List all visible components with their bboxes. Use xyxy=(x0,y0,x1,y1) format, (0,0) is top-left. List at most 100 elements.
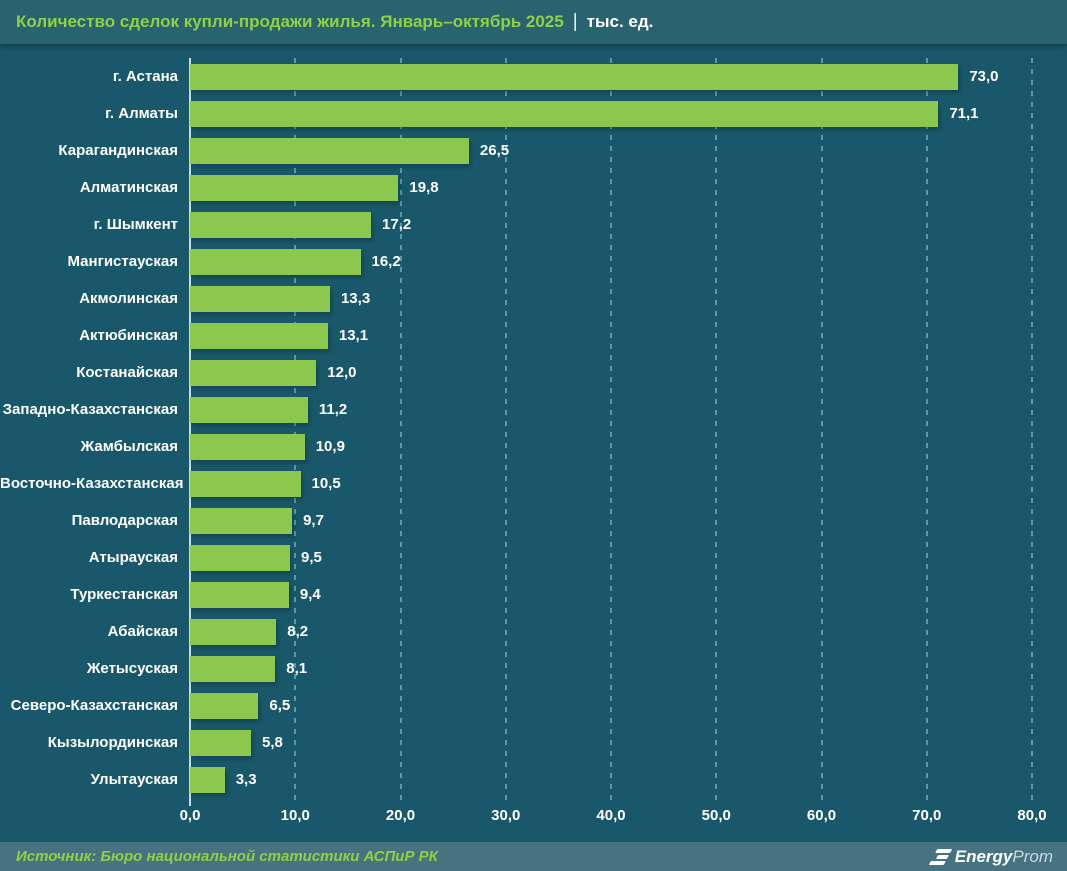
bar-track: 11,2 xyxy=(190,396,1032,423)
bar-row: Западно-Казахстанская 11,2 xyxy=(0,391,1067,428)
title-separator: | xyxy=(572,11,578,32)
x-tick-label: 0,0 xyxy=(179,807,201,824)
bar xyxy=(190,655,276,682)
footer: Источник: Бюро национальной статистики А… xyxy=(0,842,1067,871)
bar-track: 10,9 xyxy=(190,433,1032,460)
value-label: 9,7 xyxy=(303,512,324,529)
category-label: Атырауская xyxy=(88,549,178,566)
category-label: Улытауская xyxy=(90,771,178,788)
category-label: Актюбинская xyxy=(79,327,178,344)
bar-track: 26,5 xyxy=(190,137,1032,164)
bar-track: 71,1 xyxy=(190,100,1032,127)
bar-row: Павлодарская 9,7 xyxy=(0,502,1067,539)
bar xyxy=(190,211,372,238)
y-axis-line xyxy=(189,58,191,806)
bar-row: Костанайская 12,0 xyxy=(0,354,1067,391)
x-tick-label: 10,0 xyxy=(280,807,310,824)
category-label: Туркестанская xyxy=(70,586,178,603)
bar xyxy=(190,100,939,127)
bar-row: Карагандинская 26,5 xyxy=(0,132,1067,169)
gridline xyxy=(504,58,507,806)
energyprom-logo: Energy Prom xyxy=(928,846,1053,867)
bar-row: Алматинская 19,8 xyxy=(0,169,1067,206)
bar xyxy=(190,618,277,645)
bar xyxy=(190,507,293,534)
x-tick-label: 30,0 xyxy=(491,807,521,824)
value-label: 17,2 xyxy=(382,216,412,233)
bar-rows: г. Астана 73,0 г. Алматы 71,1 Карагандин… xyxy=(0,58,1067,798)
bar-row: Жамбылская 10,9 xyxy=(0,428,1067,465)
bar-row: Кызылординская 5,8 xyxy=(0,724,1067,761)
bar xyxy=(190,544,290,571)
chart-title: Количество сделок купли-продажи жилья. Я… xyxy=(16,12,564,31)
chart-header: Количество сделок купли-продажи жилья. Я… xyxy=(0,0,1067,44)
value-label: 71,1 xyxy=(949,105,979,122)
bar-row: Северо-Казахстанская 6,5 xyxy=(0,687,1067,724)
gridline xyxy=(1031,58,1033,806)
gridline xyxy=(925,58,928,806)
bar-track: 8,2 xyxy=(190,618,1032,645)
bar-track: 10,5 xyxy=(190,470,1032,497)
source-text: Источник: Бюро национальной статистики А… xyxy=(16,848,438,865)
value-label: 19,8 xyxy=(409,179,439,196)
x-tick-label: 60,0 xyxy=(806,807,837,824)
bar-track: 8,1 xyxy=(190,655,1032,682)
bar xyxy=(190,396,308,423)
bar xyxy=(190,729,252,756)
brand-name-light: Prom xyxy=(1012,846,1053,866)
bar-track: 6,5 xyxy=(190,692,1032,719)
category-label: Западно-Казахстанская xyxy=(2,401,178,418)
bar-row: Абайская 8,2 xyxy=(0,613,1067,650)
category-label: Восточно-Казахстанская xyxy=(0,475,184,492)
x-tick-label: 50,0 xyxy=(701,807,731,824)
value-label: 6,5 xyxy=(269,697,291,714)
bar-track: 9,4 xyxy=(190,581,1032,608)
value-label: 8,1 xyxy=(286,660,308,677)
value-label: 13,3 xyxy=(340,290,371,307)
bar xyxy=(190,470,301,497)
bar-track: 73,0 xyxy=(190,63,1032,90)
bar xyxy=(190,433,305,460)
gridline xyxy=(715,58,718,806)
bar-row: Улытауская 3,3 xyxy=(0,761,1067,798)
bar xyxy=(190,766,225,793)
bar xyxy=(190,137,469,164)
gridline xyxy=(294,58,297,806)
value-label: 73,0 xyxy=(969,68,999,85)
x-tick-label: 40,0 xyxy=(596,807,626,824)
gridline xyxy=(820,58,823,806)
category-label: г. Шымкент xyxy=(93,216,178,233)
bar xyxy=(190,581,289,608)
chart-unit: тыс. ед. xyxy=(586,12,654,31)
category-label: Алматинская xyxy=(79,179,178,196)
x-tick-label: 20,0 xyxy=(385,807,416,824)
value-label: 10,9 xyxy=(315,438,345,455)
value-label: 9,4 xyxy=(299,586,321,603)
value-label: 10,5 xyxy=(311,475,341,492)
bar-track: 9,7 xyxy=(190,507,1032,534)
category-label: Мангистауская xyxy=(67,253,179,270)
value-label: 3,3 xyxy=(235,771,257,788)
value-label: 5,8 xyxy=(262,734,283,751)
bar xyxy=(190,359,317,386)
x-tick-label: 80,0 xyxy=(1017,807,1047,824)
bar-track: 12,0 xyxy=(190,359,1032,386)
bar xyxy=(190,63,959,90)
value-label: 8,2 xyxy=(287,623,309,640)
value-label: 26,5 xyxy=(479,142,510,159)
bar-track: 5,8 xyxy=(190,729,1032,756)
category-label: г. Астана xyxy=(112,68,178,85)
category-label: Абайская xyxy=(107,623,178,640)
value-label: 16,2 xyxy=(371,253,401,270)
category-label: Кызылординская xyxy=(47,734,178,751)
gridline xyxy=(399,58,402,806)
bar-row: г. Алматы 71,1 xyxy=(0,95,1067,132)
bar xyxy=(190,174,399,201)
brand-name-bold: Energy xyxy=(954,846,1013,866)
x-axis: 0,0 10,0 20,0 30,0 40,0 50,0 60,0 70,0 80,0 xyxy=(180,798,1047,830)
category-label: Жамбылская xyxy=(80,438,178,455)
value-label: 11,2 xyxy=(318,401,348,418)
bar xyxy=(190,285,330,312)
bar-track: 19,8 xyxy=(190,174,1032,201)
